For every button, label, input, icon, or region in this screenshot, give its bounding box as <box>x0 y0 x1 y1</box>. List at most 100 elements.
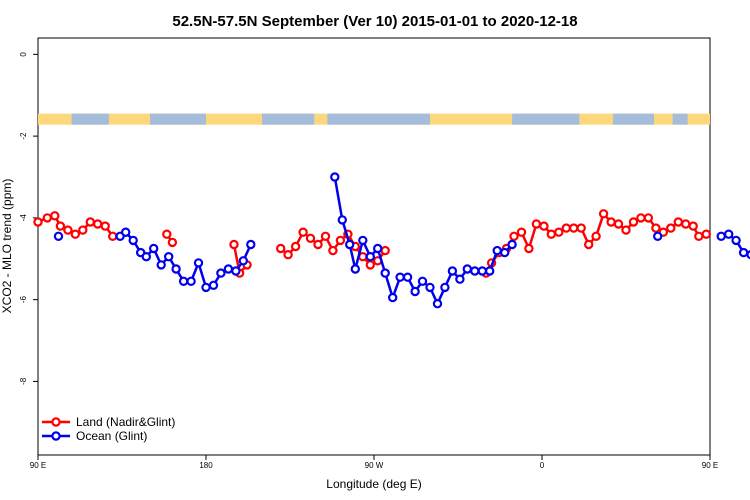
data-point <box>524 243 534 254</box>
data-point <box>492 245 502 256</box>
data-point <box>447 266 458 276</box>
data-point <box>201 282 211 293</box>
data-point <box>78 225 88 235</box>
data-point <box>128 235 138 246</box>
data-point <box>746 250 750 260</box>
data-point <box>576 223 586 233</box>
data-point <box>193 258 204 268</box>
data-point <box>85 217 96 227</box>
x-tick-label: 0 <box>540 461 545 470</box>
series-line <box>484 212 707 274</box>
data-point <box>345 239 355 250</box>
data-point <box>163 252 174 262</box>
data-point <box>516 227 527 237</box>
data-point <box>223 264 234 274</box>
data-point <box>380 268 390 278</box>
data-point <box>388 292 398 303</box>
data-point <box>70 229 81 239</box>
data-point <box>358 235 368 246</box>
land-strip-ocean <box>512 113 580 125</box>
legend: Land (Nadir&Glint)Ocean (Glint) <box>42 415 175 443</box>
x-tick-label: 90 E <box>30 461 46 470</box>
data-point <box>171 264 181 274</box>
data-point <box>229 239 239 250</box>
data-point <box>651 223 661 233</box>
data-point <box>380 245 390 256</box>
x-tick-label: 90 E <box>702 461 718 470</box>
data-point <box>328 245 338 256</box>
data-point <box>653 231 663 241</box>
data-point <box>613 219 624 229</box>
land-strip-ocean <box>672 113 688 125</box>
data-point <box>107 231 118 241</box>
data-point <box>53 231 64 241</box>
data-point <box>485 266 495 276</box>
data-point <box>716 231 726 241</box>
legend-label: Land (Nadir&Glint) <box>76 415 175 429</box>
data-point <box>402 272 413 282</box>
data-point <box>337 215 347 225</box>
data-point <box>395 272 405 282</box>
data-point <box>92 219 103 229</box>
chart-title: 52.5N-57.5N September (Ver 10) 2015-01-0… <box>172 13 577 30</box>
data-point <box>569 223 579 233</box>
land-strip-ocean <box>262 113 315 125</box>
data-point <box>63 225 73 235</box>
data-point <box>208 280 219 290</box>
data-point <box>621 225 631 235</box>
data-point <box>246 239 256 250</box>
data-point <box>738 247 749 258</box>
y-tick-label: -2 <box>19 132 28 140</box>
y-axis-label: XCO2 - MLO trend (ppm) <box>0 179 14 314</box>
data-point <box>561 223 572 233</box>
x-tick-label: 180 <box>199 461 213 470</box>
land-strip-ocean <box>612 113 654 125</box>
data-point <box>231 266 241 276</box>
data-point <box>694 231 704 241</box>
data-point <box>546 229 557 239</box>
x-axis-label: Longitude (deg E) <box>326 477 421 491</box>
data-point <box>55 221 66 231</box>
data-point <box>320 231 331 241</box>
data-point <box>167 237 178 248</box>
data-point <box>462 264 472 274</box>
data-point <box>731 235 741 246</box>
data-point <box>313 239 323 250</box>
data-point <box>584 239 594 250</box>
data-point <box>470 266 480 276</box>
data-point <box>509 231 519 241</box>
y-tick-label: 0 <box>19 52 28 57</box>
data-point <box>591 231 601 241</box>
data-point <box>238 256 248 266</box>
x-tick-label: 90 W <box>365 461 384 470</box>
data-point <box>606 217 616 227</box>
data-point <box>673 217 684 227</box>
data-point <box>554 227 564 237</box>
y-tick-label: -8 <box>19 377 28 385</box>
data-point <box>178 276 189 286</box>
data-point <box>373 243 383 254</box>
data-point <box>33 217 43 227</box>
legend-marker <box>51 431 61 441</box>
land-strip-ocean <box>71 113 109 125</box>
land-strip-ocean <box>327 113 430 125</box>
series-ocean <box>53 172 750 309</box>
data-point <box>598 209 609 219</box>
data-point <box>141 252 151 262</box>
data-point <box>724 229 734 239</box>
data-point <box>432 299 443 309</box>
data-point <box>350 264 360 274</box>
legend-marker <box>51 417 61 427</box>
legend-label: Ocean (Glint) <box>76 429 147 443</box>
data-point <box>643 213 654 223</box>
data-point <box>42 213 53 223</box>
series-layer <box>33 172 750 309</box>
data-point <box>477 266 487 276</box>
data-point <box>365 260 375 270</box>
data-point <box>440 282 450 293</box>
data-point <box>330 172 340 182</box>
y-tick-label: -6 <box>19 296 28 304</box>
data-point <box>425 282 435 293</box>
data-point <box>531 219 542 229</box>
